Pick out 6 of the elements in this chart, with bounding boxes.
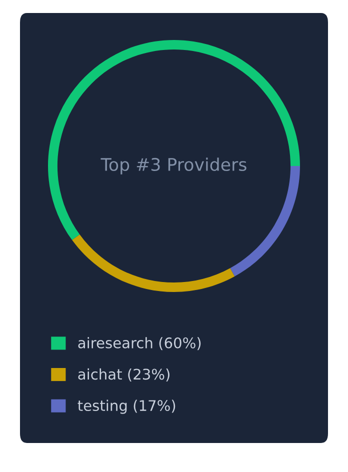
donut-slice [72, 234, 235, 292]
donut-slice [48, 40, 300, 240]
legend-label: aichat (23%) [78, 368, 170, 382]
legend-label: airesearch (60%) [78, 337, 201, 350]
legend-label: testing (17%) [78, 400, 176, 414]
text: Top #3 Providers [100, 158, 246, 174]
